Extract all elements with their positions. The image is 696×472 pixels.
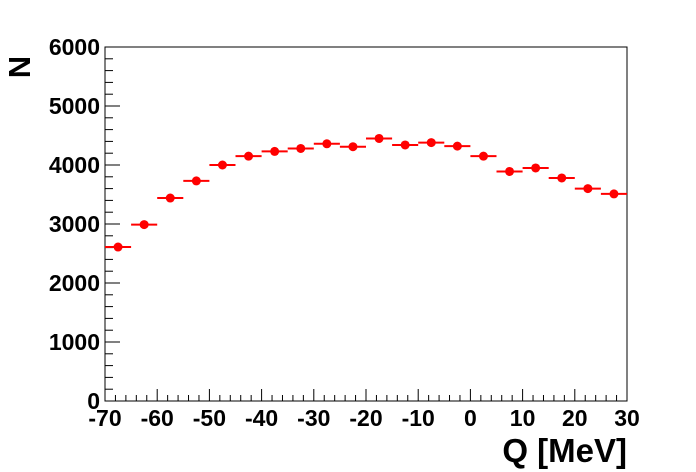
data-point [600,189,627,199]
data-point [418,138,445,148]
point-marker [426,138,436,148]
data-point [574,184,601,194]
point-marker [244,151,254,161]
x-tick-label: -50 [193,405,226,431]
point-marker [583,184,593,194]
data-point [235,151,262,161]
point-marker [452,141,462,151]
point-marker [217,160,227,170]
y-axis: 0 1000 2000 3000 4000 5000 6000 [49,34,120,414]
y-tick-label: 5000 [49,93,100,119]
y-tick-label: 6000 [49,34,100,60]
data-point [209,160,236,170]
x-tick-label: -30 [297,405,330,431]
y-tick-label: 3000 [49,211,100,237]
data-point [339,142,366,152]
data-point [392,140,419,150]
data-point [522,163,549,173]
data-point [105,242,132,252]
point-marker [400,140,410,150]
data-point [261,146,288,156]
y-tick-label: 2000 [49,270,100,296]
y-tick-label: 4000 [49,152,100,178]
point-marker [296,143,306,153]
y-tick-label: 1000 [49,329,100,355]
data-point [313,139,340,149]
point-marker [139,220,149,230]
data-point [496,166,523,176]
data-point [157,193,184,203]
x-axis: -70 -60 -50 -40 -30 -20 -10 0 10 20 30 [88,389,640,431]
point-marker [113,242,123,252]
data-point [183,176,210,186]
data-point [287,143,314,153]
x-tick-label: 20 [562,405,588,431]
data-point [444,141,471,151]
y-tick-label: 0 [87,388,100,414]
data-point [131,220,158,230]
x-tick-label: -20 [349,405,382,431]
x-tick-label: -70 [88,405,121,431]
point-marker [322,139,332,149]
x-tick-label: -10 [402,405,435,431]
point-marker [374,133,384,143]
x-tick-label: 10 [510,405,536,431]
data-point [470,151,497,161]
x-tick-label: 0 [464,405,477,431]
point-marker [531,163,541,173]
x-axis-title: Q [MeV] [502,432,627,469]
point-marker [270,146,280,156]
point-marker [557,173,567,183]
y-axis-title: N [2,56,37,78]
point-marker [191,176,201,186]
point-marker [609,189,619,199]
x-tick-label: -40 [245,405,278,431]
point-marker [505,166,515,176]
data-series [105,133,627,252]
data-point [548,173,575,183]
point-marker [165,193,175,203]
x-tick-label: 30 [614,405,640,431]
point-marker [478,151,488,161]
x-tick-label: -60 [141,405,174,431]
plot-frame [104,46,628,402]
point-marker [348,142,358,152]
data-point [366,133,393,143]
